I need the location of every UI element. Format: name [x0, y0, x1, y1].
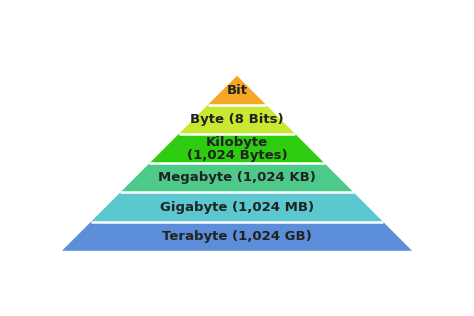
Polygon shape — [179, 105, 295, 134]
Polygon shape — [208, 76, 266, 105]
Text: (1,024 Bytes): (1,024 Bytes) — [187, 149, 287, 162]
Polygon shape — [120, 163, 354, 192]
Text: Terabyte (1,024 GB): Terabyte (1,024 GB) — [162, 230, 312, 243]
Text: Gigabyte (1,024 MB): Gigabyte (1,024 MB) — [160, 201, 314, 214]
Polygon shape — [149, 134, 325, 163]
Text: Megabyte (1,024 KB): Megabyte (1,024 KB) — [158, 171, 316, 184]
Text: Kilobyte: Kilobyte — [206, 136, 268, 149]
Polygon shape — [91, 192, 383, 222]
Text: Bit: Bit — [227, 84, 247, 97]
Text: Byte (8 Bits): Byte (8 Bits) — [190, 113, 284, 126]
Polygon shape — [62, 222, 412, 251]
